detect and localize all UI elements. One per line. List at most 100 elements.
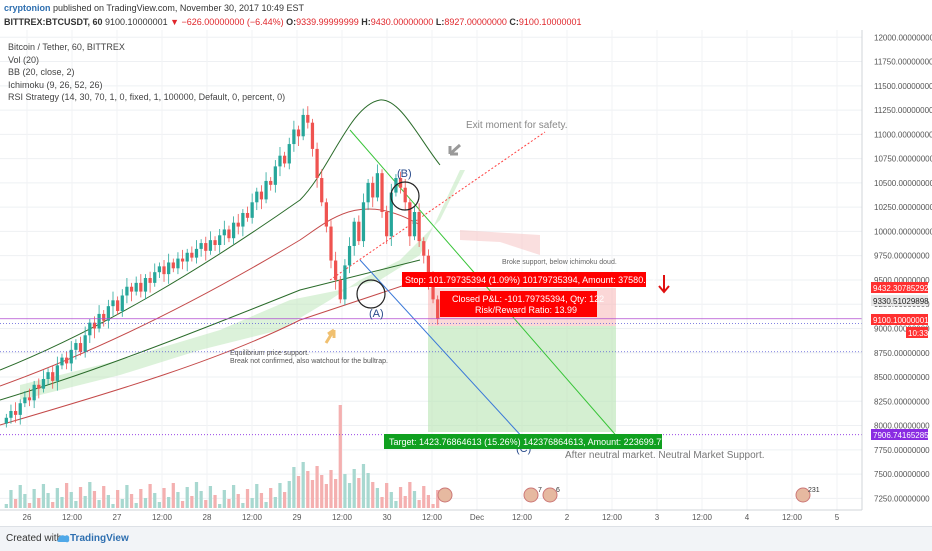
candle-body bbox=[143, 278, 148, 292]
candle-body bbox=[231, 222, 236, 239]
volume-bar bbox=[417, 500, 421, 508]
volume-bar bbox=[227, 499, 231, 508]
candle-body bbox=[310, 122, 315, 149]
event-flag-icon[interactable] bbox=[795, 487, 811, 503]
candle-body bbox=[361, 202, 366, 242]
support-arrow-icon bbox=[324, 328, 336, 344]
candle-body bbox=[176, 258, 180, 269]
exit-arrow-icon bbox=[448, 143, 462, 156]
volume-bar bbox=[320, 475, 324, 508]
event-flag-icon[interactable] bbox=[542, 487, 558, 503]
volume-bar bbox=[78, 487, 83, 508]
y-tick-label: 8500.00000000 bbox=[874, 373, 930, 382]
volume-bar bbox=[301, 462, 305, 508]
y-tick-label: 10000.00000000 bbox=[874, 227, 932, 236]
bulltrap-note: Break not confirmed, also watchout for t… bbox=[230, 358, 388, 365]
volume-bar bbox=[180, 501, 185, 508]
candle-body bbox=[273, 166, 277, 185]
y-tick-label: 9750.00000000 bbox=[874, 252, 930, 261]
candle-body bbox=[366, 182, 370, 203]
volume-bar bbox=[347, 483, 352, 508]
volume-bar bbox=[278, 483, 282, 508]
x-axis[interactable]: 26 12:00 27 12:00 28 12:00 29 12:00 30 12:00 Dec 12… bbox=[23, 513, 840, 522]
y-tick-label: 11750.00000000 bbox=[874, 58, 932, 67]
low-label: L: bbox=[435, 17, 445, 27]
volume-bar bbox=[106, 495, 110, 508]
volume-bar bbox=[37, 498, 41, 508]
volume-bar bbox=[83, 496, 87, 508]
author-link[interactable]: cryptonion bbox=[4, 3, 51, 13]
x-tick-label: 12:00 bbox=[242, 513, 263, 522]
x-tick-label: 12:00 bbox=[152, 513, 173, 522]
volume-bar bbox=[310, 480, 315, 508]
volume-bar bbox=[422, 486, 426, 508]
indicator-label[interactable]: BB (20, close, 2) bbox=[8, 67, 75, 77]
tradingview-brand[interactable]: TradingView bbox=[70, 533, 129, 544]
candle-body bbox=[194, 248, 199, 258]
y-tick-label: 10250.00000000 bbox=[874, 203, 932, 212]
candle-body bbox=[412, 212, 417, 237]
projection-line bbox=[359, 259, 526, 441]
volume-bar bbox=[60, 497, 64, 508]
volume-bar bbox=[282, 492, 287, 508]
lagging-span bbox=[0, 279, 421, 426]
volume-bar bbox=[9, 490, 13, 508]
close-value: 9100.10000001 bbox=[518, 17, 582, 27]
price-chart[interactable]: (A) (B) (C) Exit moment for safety. Brok… bbox=[0, 30, 932, 526]
indicator-label[interactable]: Ichimoku (9, 26, 52, 26) bbox=[8, 79, 103, 90]
y-tick-label: 8750.00000000 bbox=[874, 349, 930, 358]
event-flag-icon[interactable] bbox=[437, 487, 453, 503]
candle-body bbox=[324, 202, 328, 227]
volume-bar bbox=[245, 489, 250, 508]
x-tick-label: 26 bbox=[23, 513, 32, 522]
high-value: 9430.00000000 bbox=[370, 17, 434, 27]
ohlc-line: BITTREX:BTCUSDT, 60 9100.10000001 ▼ −626… bbox=[4, 17, 582, 27]
volume-bar bbox=[394, 501, 398, 508]
candle-body bbox=[389, 192, 393, 237]
candle-body bbox=[208, 240, 213, 251]
candle-body bbox=[125, 286, 129, 296]
candle-body bbox=[259, 191, 264, 200]
x-tick-label: 27 bbox=[113, 513, 122, 522]
volume-bar bbox=[218, 504, 222, 508]
volume-bar bbox=[162, 488, 166, 508]
volume-bar bbox=[296, 476, 301, 508]
candle-body bbox=[190, 252, 194, 258]
last-price: 9100.10000001 bbox=[105, 17, 168, 27]
candle-body bbox=[204, 243, 208, 251]
volume-bar bbox=[315, 466, 319, 508]
candle-body bbox=[134, 282, 138, 292]
candle-body bbox=[334, 260, 338, 280]
candle-body bbox=[213, 240, 217, 246]
pnl-box bbox=[440, 291, 597, 317]
candle-body bbox=[148, 278, 152, 283]
event-badges[interactable]: 7 6 231 bbox=[437, 487, 820, 503]
candle-body bbox=[69, 349, 73, 364]
x-tick-label: 4 bbox=[745, 513, 750, 522]
candle-body bbox=[157, 266, 162, 273]
neutral-note: After neutral market. Neutral Market Sup… bbox=[565, 450, 765, 461]
candle-body bbox=[329, 226, 333, 261]
candle-body bbox=[171, 262, 175, 269]
volume-bar bbox=[371, 482, 375, 508]
y-tick-label: 9500.00000000 bbox=[874, 276, 930, 285]
candle-body bbox=[352, 221, 356, 246]
indicator-label[interactable]: Vol (20) bbox=[8, 54, 40, 65]
x-tick-label: 12:00 bbox=[512, 513, 533, 522]
point-b-circle bbox=[390, 181, 420, 211]
indicator-label[interactable]: RSI Strategy (14, 30, 70, 1, 0, fixed, 1… bbox=[8, 92, 286, 102]
volume-bar bbox=[143, 498, 148, 508]
created-with: Created with bbox=[6, 533, 63, 544]
candle-body bbox=[357, 221, 361, 242]
x-tick-label: 12:00 bbox=[422, 513, 443, 522]
candle-body bbox=[185, 252, 189, 262]
candle-body bbox=[199, 243, 203, 249]
indicator-label[interactable]: Bitcoin / Tether, 60, BITTREX bbox=[8, 42, 125, 52]
volume-bar bbox=[412, 491, 417, 508]
event-flag-icon[interactable] bbox=[523, 487, 539, 503]
high-label: H: bbox=[361, 17, 371, 27]
volume-bar bbox=[389, 492, 393, 508]
published-text: published on TradingView.com, November 3… bbox=[53, 3, 305, 13]
volume-bar bbox=[134, 503, 138, 508]
price-tag-1 bbox=[871, 282, 928, 293]
